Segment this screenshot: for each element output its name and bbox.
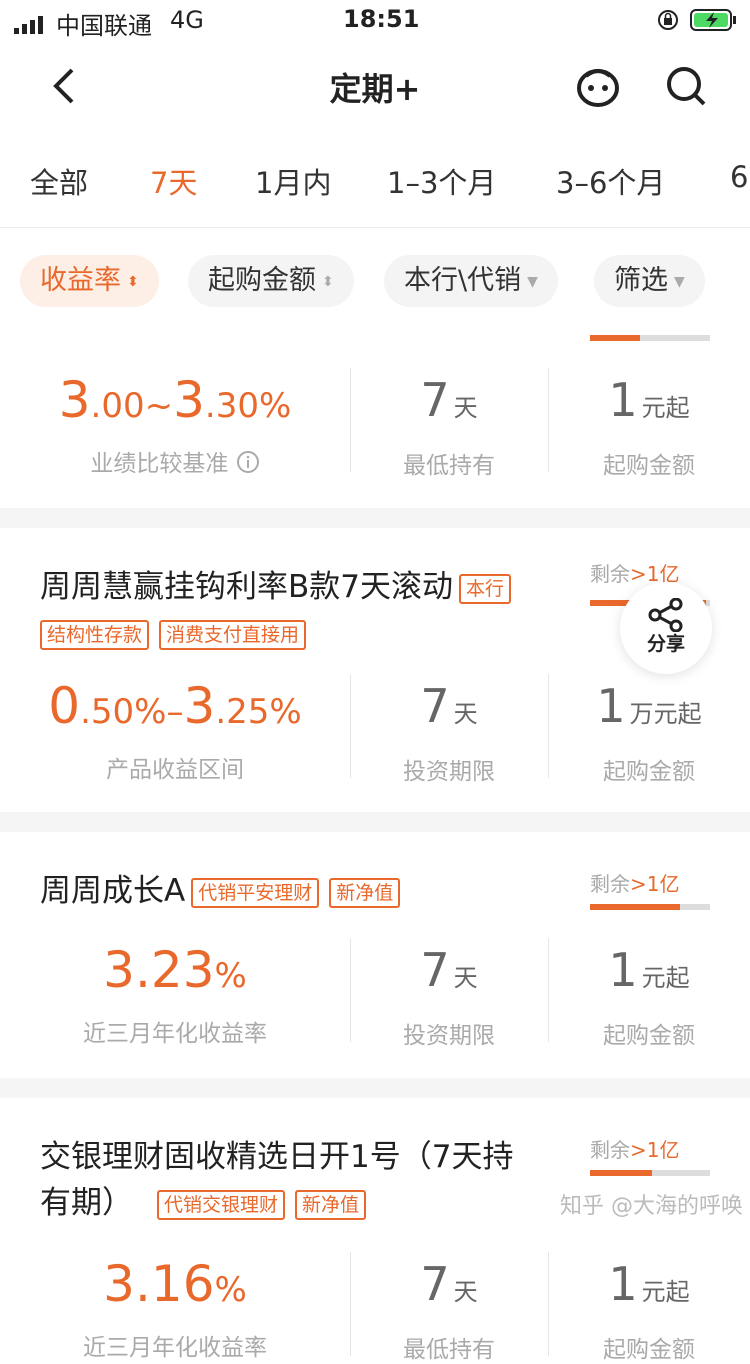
page-title: 定期+ [329, 70, 421, 108]
signal-icon [14, 12, 48, 40]
term-label: 最低持有 [403, 453, 495, 479]
product-card[interactable]: 3.00~3.30% 业绩比较基准 7 天最低持有 1 元起起购金额 [0, 330, 750, 508]
search-icon[interactable] [664, 64, 708, 112]
term-label: 投资期限 [403, 1023, 495, 1049]
rate-value: 3.23% [103, 941, 247, 999]
remaining-amount: 剩余>1亿 [590, 1138, 680, 1162]
rate-value: 0.50%–3.25% [48, 677, 302, 735]
filter-label: 收益率 [40, 265, 121, 296]
min-amount: 1 元起 [608, 373, 690, 427]
clock: 18:51 [343, 5, 420, 33]
min-label: 起购金额 [603, 1337, 695, 1363]
watermark: 知乎 @大海的呼唤 [560, 1194, 743, 1219]
filter-channel[interactable]: 本行\代销 ▼ [384, 255, 558, 307]
rotation-lock-icon [656, 8, 680, 38]
term-label: 最低持有 [403, 1337, 495, 1363]
nav-bar: 定期+ [0, 42, 750, 130]
sort-icon: ⬍ [322, 273, 334, 290]
min-amount: 1 元起 [608, 943, 690, 997]
min-amount: 1 元起 [608, 1257, 690, 1311]
min-amount: 1 万元起 [596, 679, 702, 733]
filter-label: 筛选 [614, 265, 668, 296]
min-label: 起购金额 [603, 1023, 695, 1049]
tab-1-3-months[interactable]: 1–3个月 [387, 166, 497, 200]
tab-6-plus[interactable]: 6 [730, 160, 749, 194]
share-label: 分享 [646, 633, 685, 655]
product-tag: 代销平安理财 [191, 877, 320, 908]
product-title: 周周成长A 代销平安理财 新净值 [40, 868, 401, 914]
status-bar: 中国联通 4G 18:51 [0, 0, 750, 42]
tab-3-6-months[interactable]: 3–6个月 [556, 166, 666, 200]
product-card[interactable]: 周周成长A 代销平安理财 新净值 剩余>1亿 3.23% 近三月年化收益率 7 天投资… [0, 832, 750, 1078]
carrier: 中国联通 [56, 12, 152, 40]
dropdown-icon: ▼ [527, 273, 538, 290]
product-tag: 结构性存款 [40, 619, 150, 650]
rate-label: 近三月年化收益率 [83, 1021, 267, 1047]
filter-label: 本行\代销 [404, 265, 522, 296]
filter-min-amount[interactable]: 起购金额 ⬍ [188, 255, 354, 307]
filter-bar: 收益率 ⬍ 起购金额 ⬍ 本行\代销 ▼ 筛选 ▼ [0, 230, 750, 330]
share-button[interactable]: 分享 [620, 582, 712, 674]
term-tabs: 全部 7天 1月内 1–3个月 3–6个月 6 [0, 130, 750, 228]
filter-yield[interactable]: 收益率 ⬍ [20, 255, 159, 307]
product-tag: 代销交银理财 [157, 1189, 286, 1220]
rate-label: 产品收益区间 [106, 757, 244, 783]
tab-7-days[interactable]: 7天 [150, 166, 198, 200]
rate-value: 3.16% [103, 1255, 247, 1313]
product-title-cont: 有期） [40, 1185, 133, 1221]
product-title: 交银理财固收精选日开1号（7天持 [40, 1139, 514, 1175]
tab-all[interactable]: 全部 [30, 166, 89, 200]
sort-icon: ⬍ [127, 273, 139, 290]
share-icon [620, 597, 712, 633]
divider [0, 508, 750, 528]
rate-value: 3.00~3.30% [58, 371, 292, 429]
remaining-progress [590, 335, 710, 341]
product-card[interactable]: 周周慧赢挂钩利率B款7天滚动 本行 结构性存款 消费支付直接用 剩余>1亿 0.50… [0, 528, 750, 812]
rate-label: 近三月年化收益率 [83, 1335, 267, 1361]
info-icon[interactable] [236, 450, 260, 480]
product-tag: 消费支付直接用 [159, 619, 307, 650]
dropdown-icon: ▼ [674, 273, 685, 290]
remaining-amount: 剩余>1亿 [590, 872, 680, 896]
remaining-progress [590, 904, 710, 910]
rate-label: 业绩比较基准 [90, 451, 229, 477]
filter-screen[interactable]: 筛选 ▼ [594, 255, 705, 307]
back-icon[interactable] [48, 66, 78, 110]
tab-within-1-month[interactable]: 1月内 [255, 166, 332, 200]
product-tag: 本行 [459, 573, 512, 604]
product-tag: 新净值 [329, 877, 401, 908]
min-label: 起购金额 [603, 759, 695, 785]
product-card[interactable]: 交银理财固收精选日开1号（7天持 有期） 代销交银理财 新净值 剩余>1亿 3.16… [0, 1098, 750, 1363]
battery-icon [690, 8, 738, 38]
product-title: 周周慧赢挂钩利率B款7天滚动 本行 [40, 564, 512, 610]
robot-face-icon[interactable] [574, 64, 622, 112]
term-label: 投资期限 [403, 759, 495, 785]
filter-label: 起购金额 [208, 265, 316, 296]
divider [0, 1078, 750, 1098]
network: 4G [170, 6, 204, 34]
product-tag: 新净值 [295, 1189, 367, 1220]
divider [0, 812, 750, 832]
remaining-progress [590, 1170, 710, 1176]
min-label: 起购金额 [603, 453, 695, 479]
